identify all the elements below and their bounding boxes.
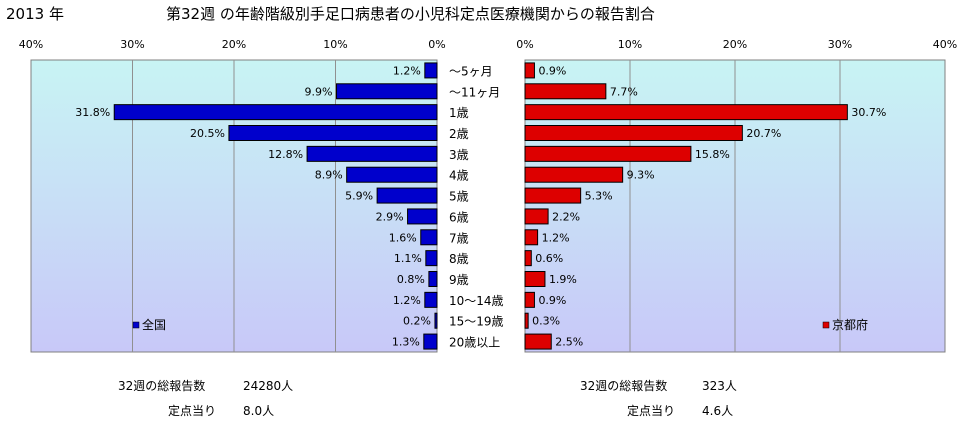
right-data-label: 30.7% (851, 106, 886, 119)
national-per-label: 定点当り (168, 404, 217, 418)
right-data-label: 0.9% (538, 64, 566, 77)
category-label: 5歳 (449, 190, 469, 204)
left-data-label: 8.9% (315, 169, 343, 182)
kyoto-per-label: 定点当り (627, 404, 676, 418)
right-bar (524, 312, 529, 329)
left-data-label: 20.5% (190, 127, 225, 140)
left-data-label: 12.8% (268, 148, 303, 161)
category-label: 2歳 (449, 127, 469, 141)
right-data-label: 9.3% (627, 169, 655, 182)
right-bar (524, 250, 532, 267)
left-bar (376, 187, 438, 204)
left-data-label: 31.8% (75, 106, 110, 119)
category-label: 9歳 (449, 273, 469, 287)
category-label: 4歳 (449, 169, 469, 183)
right-data-label: 0.9% (538, 294, 566, 307)
left-tick-label: 30% (120, 38, 144, 51)
right-tick-label: 30% (828, 38, 852, 51)
right-data-label: 1.2% (542, 231, 570, 244)
kyoto-total-label: 32週の総報告数 (580, 379, 668, 393)
right-bar (524, 125, 743, 141)
left-bar (407, 208, 438, 225)
left-data-label: 5.9% (345, 190, 373, 203)
left-data-label: 1.2% (393, 294, 421, 307)
left-bar (228, 125, 438, 141)
kyoto-per-value: 4.6人 (702, 404, 734, 418)
right-tick-label: 20% (723, 38, 747, 51)
left-data-label: 1.2% (393, 64, 421, 77)
left-data-label: 0.8% (397, 273, 425, 286)
chart-year: 2013 年 (6, 5, 64, 23)
category-label: 1歳 (449, 106, 469, 120)
right-tick-label: 40% (933, 38, 957, 51)
left-data-label: 1.6% (389, 231, 417, 244)
right-bar (524, 83, 607, 100)
right-tick-label: 0% (516, 38, 533, 51)
right-data-label: 5.3% (585, 190, 613, 203)
left-data-label: 1.3% (392, 336, 420, 349)
right-bar (524, 229, 539, 246)
left-bar (425, 250, 438, 267)
chart-title: 第32週 の年齢階級別手足口病患者の小児科定点医療機関からの報告割合 (166, 5, 655, 23)
left-bar (336, 83, 438, 100)
category-label: 10〜14歳 (449, 294, 504, 308)
population-pyramid-chart: 0% 10% 20% 30% 40% 1.2% 9.9% 31.8% 20.5% 12.8% 8.9… (19, 38, 957, 353)
left-data-label: 0.2% (403, 315, 431, 328)
category-label: 〜5ヶ月 (449, 64, 493, 78)
right-data-label: 0.6% (535, 252, 563, 265)
right-bar (524, 166, 624, 183)
kyoto-total-value: 323人 (702, 379, 737, 393)
category-label: 20歳以上 (449, 336, 500, 350)
right-tick-label: 10% (618, 38, 642, 51)
right-bar (524, 271, 546, 287)
national-total-value: 24280人 (243, 379, 294, 393)
right-data-label: 0.3% (532, 315, 560, 328)
left-bar (424, 291, 438, 308)
legend-label-kyoto: 京都府 (832, 317, 868, 332)
left-data-label: 1.1% (394, 252, 422, 265)
left-tick-label: 20% (222, 38, 246, 51)
right-data-label: 2.2% (552, 210, 580, 223)
right-bar (524, 333, 552, 350)
category-label: 7歳 (449, 231, 469, 245)
national-total-label: 32週の総報告数 (118, 379, 206, 393)
category-label: 3歳 (449, 148, 469, 162)
left-bar (306, 145, 438, 162)
category-label: 15〜19歳 (449, 315, 504, 329)
category-label: 6歳 (449, 210, 469, 224)
category-label: 〜11ヶ月 (449, 85, 500, 99)
left-bar (423, 333, 438, 350)
left-tick-label: 40% (19, 38, 43, 51)
right-data-label: 15.8% (695, 148, 730, 161)
right-data-label: 2.5% (555, 336, 583, 349)
legend-swatch-national (132, 321, 140, 329)
left-data-label: 2.9% (376, 210, 404, 223)
right-bar (524, 291, 535, 308)
right-bar (524, 104, 848, 121)
left-bar (346, 166, 438, 183)
left-data-label: 9.9% (305, 85, 333, 98)
right-data-label: 20.7% (746, 127, 781, 140)
left-bar (424, 62, 438, 79)
national-per-value: 8.0人 (243, 404, 275, 418)
category-label: 8歳 (449, 252, 469, 266)
left-bar (434, 312, 438, 329)
right-bar (524, 187, 582, 204)
legend-label-national: 全国 (142, 317, 166, 332)
right-bar (524, 145, 692, 162)
left-tick-label: 10% (323, 38, 347, 51)
right-bar (524, 208, 549, 225)
left-bar (428, 271, 438, 287)
legend-swatch-kyoto (822, 321, 830, 329)
right-data-label: 7.7% (610, 85, 638, 98)
left-bar (113, 104, 438, 121)
left-tick-label: 0% (428, 38, 445, 51)
right-bar (524, 62, 535, 79)
right-data-label: 1.9% (549, 273, 577, 286)
left-bar (420, 229, 438, 246)
